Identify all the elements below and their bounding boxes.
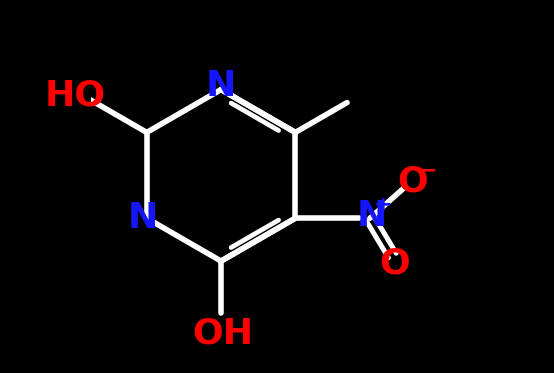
Text: OH: OH (192, 317, 254, 351)
Text: −: − (418, 160, 437, 181)
Text: N: N (357, 199, 387, 233)
Text: HO: HO (45, 78, 106, 112)
Text: O: O (379, 247, 409, 281)
Text: +: + (374, 195, 392, 215)
Text: O: O (397, 164, 428, 199)
Text: N: N (206, 69, 236, 103)
Text: N: N (128, 201, 158, 235)
